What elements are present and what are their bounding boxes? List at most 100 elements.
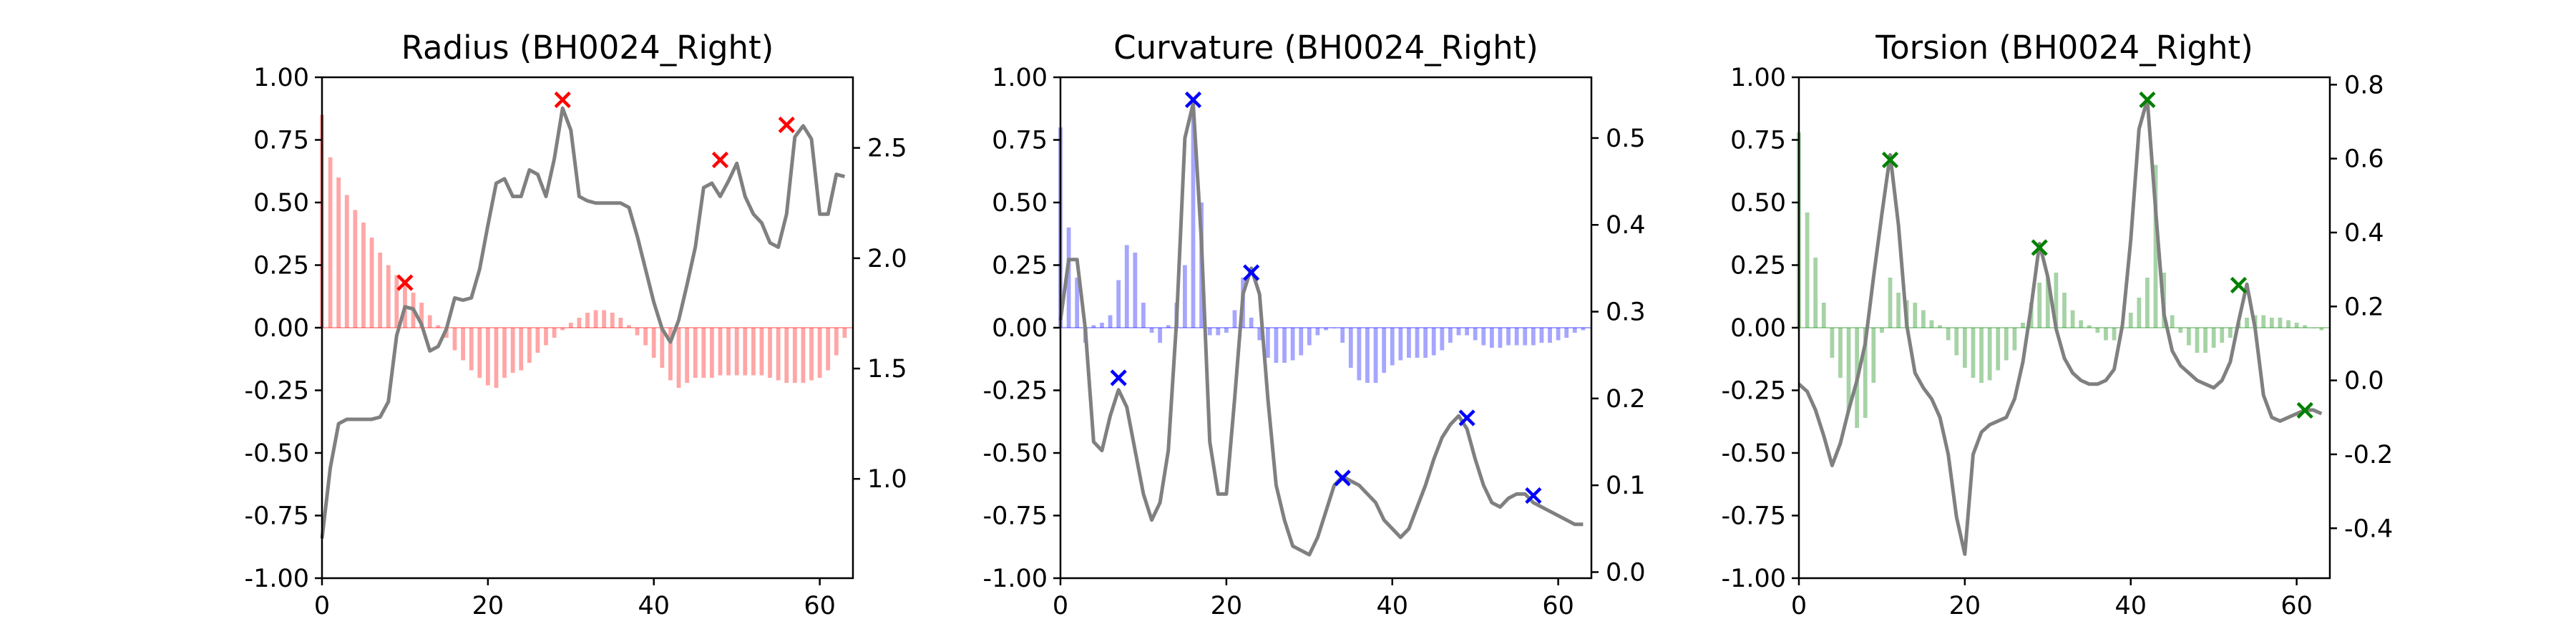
curvature-bar [1431,328,1436,356]
torsion-right-tick-label: -0.2 [2344,441,2393,469]
curvature-bar [1357,328,1362,381]
radius-bar [585,313,590,328]
radius-bar [544,328,548,346]
radius-x-tick-label: 20 [472,592,504,620]
curvature-bar [1149,328,1154,333]
curvature-bar [1489,328,1494,348]
radius-x-tick-label: 60 [804,592,836,620]
radius-right-tick-label: 1.5 [867,355,907,384]
radius-bar [494,328,499,388]
radius-bar [369,238,374,328]
torsion-x-tick-label: 40 [2114,592,2147,620]
radius-bar [419,303,424,328]
torsion-left-tick-label: 0.50 [1730,189,1786,218]
curvature-bar [1498,328,1503,348]
curvature-bar [1365,328,1370,383]
torsion-right-tick-label: 0.8 [2344,71,2384,99]
torsion-peak-marker [2139,91,2156,109]
panel-title-radius: Radius (BH0024_Right) [401,29,774,67]
torsion-bar [2087,325,2092,328]
curvature-left-tick-label: 0.50 [992,189,1048,218]
radius-bar [751,328,756,376]
curvature-peak-marker [1525,487,1542,504]
curvature-bar [1265,328,1270,358]
torsion-bar [1979,328,1984,383]
radius-left-tick-label: 1.00 [253,64,309,92]
curvature-left-tick-label: 1.00 [992,64,1048,92]
torsion-bar [1971,328,1976,378]
radius-bar [519,328,524,371]
torsion-peak-marker [1881,151,1899,169]
radius-bar [593,310,598,328]
torsion-bar [2228,328,2233,338]
radius-left-tick-label: -0.50 [244,439,309,468]
radius-bar [817,328,822,378]
curvature-right-tick-label: 0.2 [1606,385,1646,414]
panel-title-curvature: Curvature (BH0024_Right) [1113,29,1538,67]
torsion-bar [2294,323,2299,328]
curvature-bar [1141,303,1146,328]
curvature-bar [1307,328,1312,346]
torsion-peak-marker [2296,401,2313,419]
radius-peak-marker [396,274,414,291]
torsion-left-tick-label: 0.00 [1730,314,1786,343]
curvature-bar [1066,228,1071,328]
curvature-left-tick-label: -1.00 [982,565,1048,593]
curvature-left-tick-label: -0.50 [982,439,1048,468]
radius-bar [452,328,457,351]
radius-bar [834,328,839,356]
torsion-left-tick-label: 0.25 [1730,252,1786,280]
radius-x-tick-label: 40 [638,592,670,620]
radius-bar [469,328,474,371]
radius-panel: -1.00-0.75-0.50-0.250.000.250.500.751.00… [244,64,907,620]
curvature-bar [1158,328,1163,343]
radius-bar [477,328,482,378]
torsion-right-tick-label: 0.6 [2344,145,2384,174]
torsion-bar [2128,313,2133,328]
radius-bar [792,328,797,383]
curvature-right-tick-label: 0.4 [1606,211,1646,240]
curvature-peak-marker [1243,264,1260,281]
radius-bar [552,328,557,338]
torsion-bar [2170,315,2175,328]
curvature-bar [1282,328,1287,363]
radius-bar [577,318,582,328]
radius-left-tick-label: 0.25 [253,252,309,280]
curvature-bar [1564,328,1569,338]
curvature-right-tick-label: 0.5 [1606,125,1646,153]
radius-bar [344,195,349,328]
radius-bar [759,328,764,376]
curvature-bar [1075,278,1080,328]
radius-bar [734,328,739,376]
radius-peak-marker [778,116,795,134]
radius-bar [394,275,399,328]
torsion-bar [2303,325,2308,328]
torsion-bar [1954,328,1959,356]
radius-right-tick-label: 1.0 [867,465,907,494]
torsion-bar [2079,320,2084,328]
radius-x-tick-label: 0 [314,592,330,620]
curvature-peak-marker [1334,469,1351,487]
torsion-bar [2211,328,2216,348]
torsion-bar [1938,325,1942,328]
torsion-bar [1913,303,1918,328]
curvature-bar [1548,328,1552,343]
torsion-bar [1813,258,1818,328]
radius-bar [378,253,383,328]
torsion-left-tick-label: -1.00 [1721,565,1786,593]
curvature-bar [1448,328,1453,343]
curvature-bar [1523,328,1528,346]
curvature-bar [1506,328,1511,346]
curvature-bar [1232,310,1237,328]
radius-bar [560,328,565,331]
curvature-bar [1531,328,1536,346]
curvature-bar [1473,328,1478,341]
torsion-bar [2286,320,2290,328]
torsion-bar [1921,310,1926,328]
curvature-right-tick-label: 0.1 [1606,472,1646,500]
radius-right-tick-label: 2.5 [867,135,907,163]
curvature-bar [1481,328,1486,346]
curvature-bar [1423,328,1428,358]
radius-peak-marker [554,91,571,109]
torsion-bar [2054,273,2059,328]
